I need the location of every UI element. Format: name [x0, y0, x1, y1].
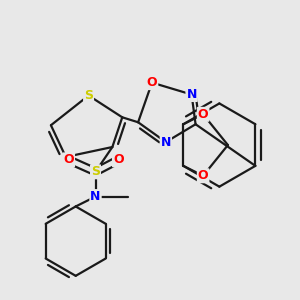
Text: O: O	[198, 169, 208, 182]
Text: O: O	[63, 153, 74, 167]
Text: N: N	[161, 136, 171, 148]
Text: S: S	[84, 89, 93, 102]
Text: N: N	[186, 88, 197, 101]
Text: O: O	[147, 76, 157, 89]
Text: O: O	[198, 108, 208, 121]
Text: S: S	[91, 165, 100, 178]
Text: N: N	[90, 190, 101, 203]
Text: O: O	[113, 153, 124, 167]
